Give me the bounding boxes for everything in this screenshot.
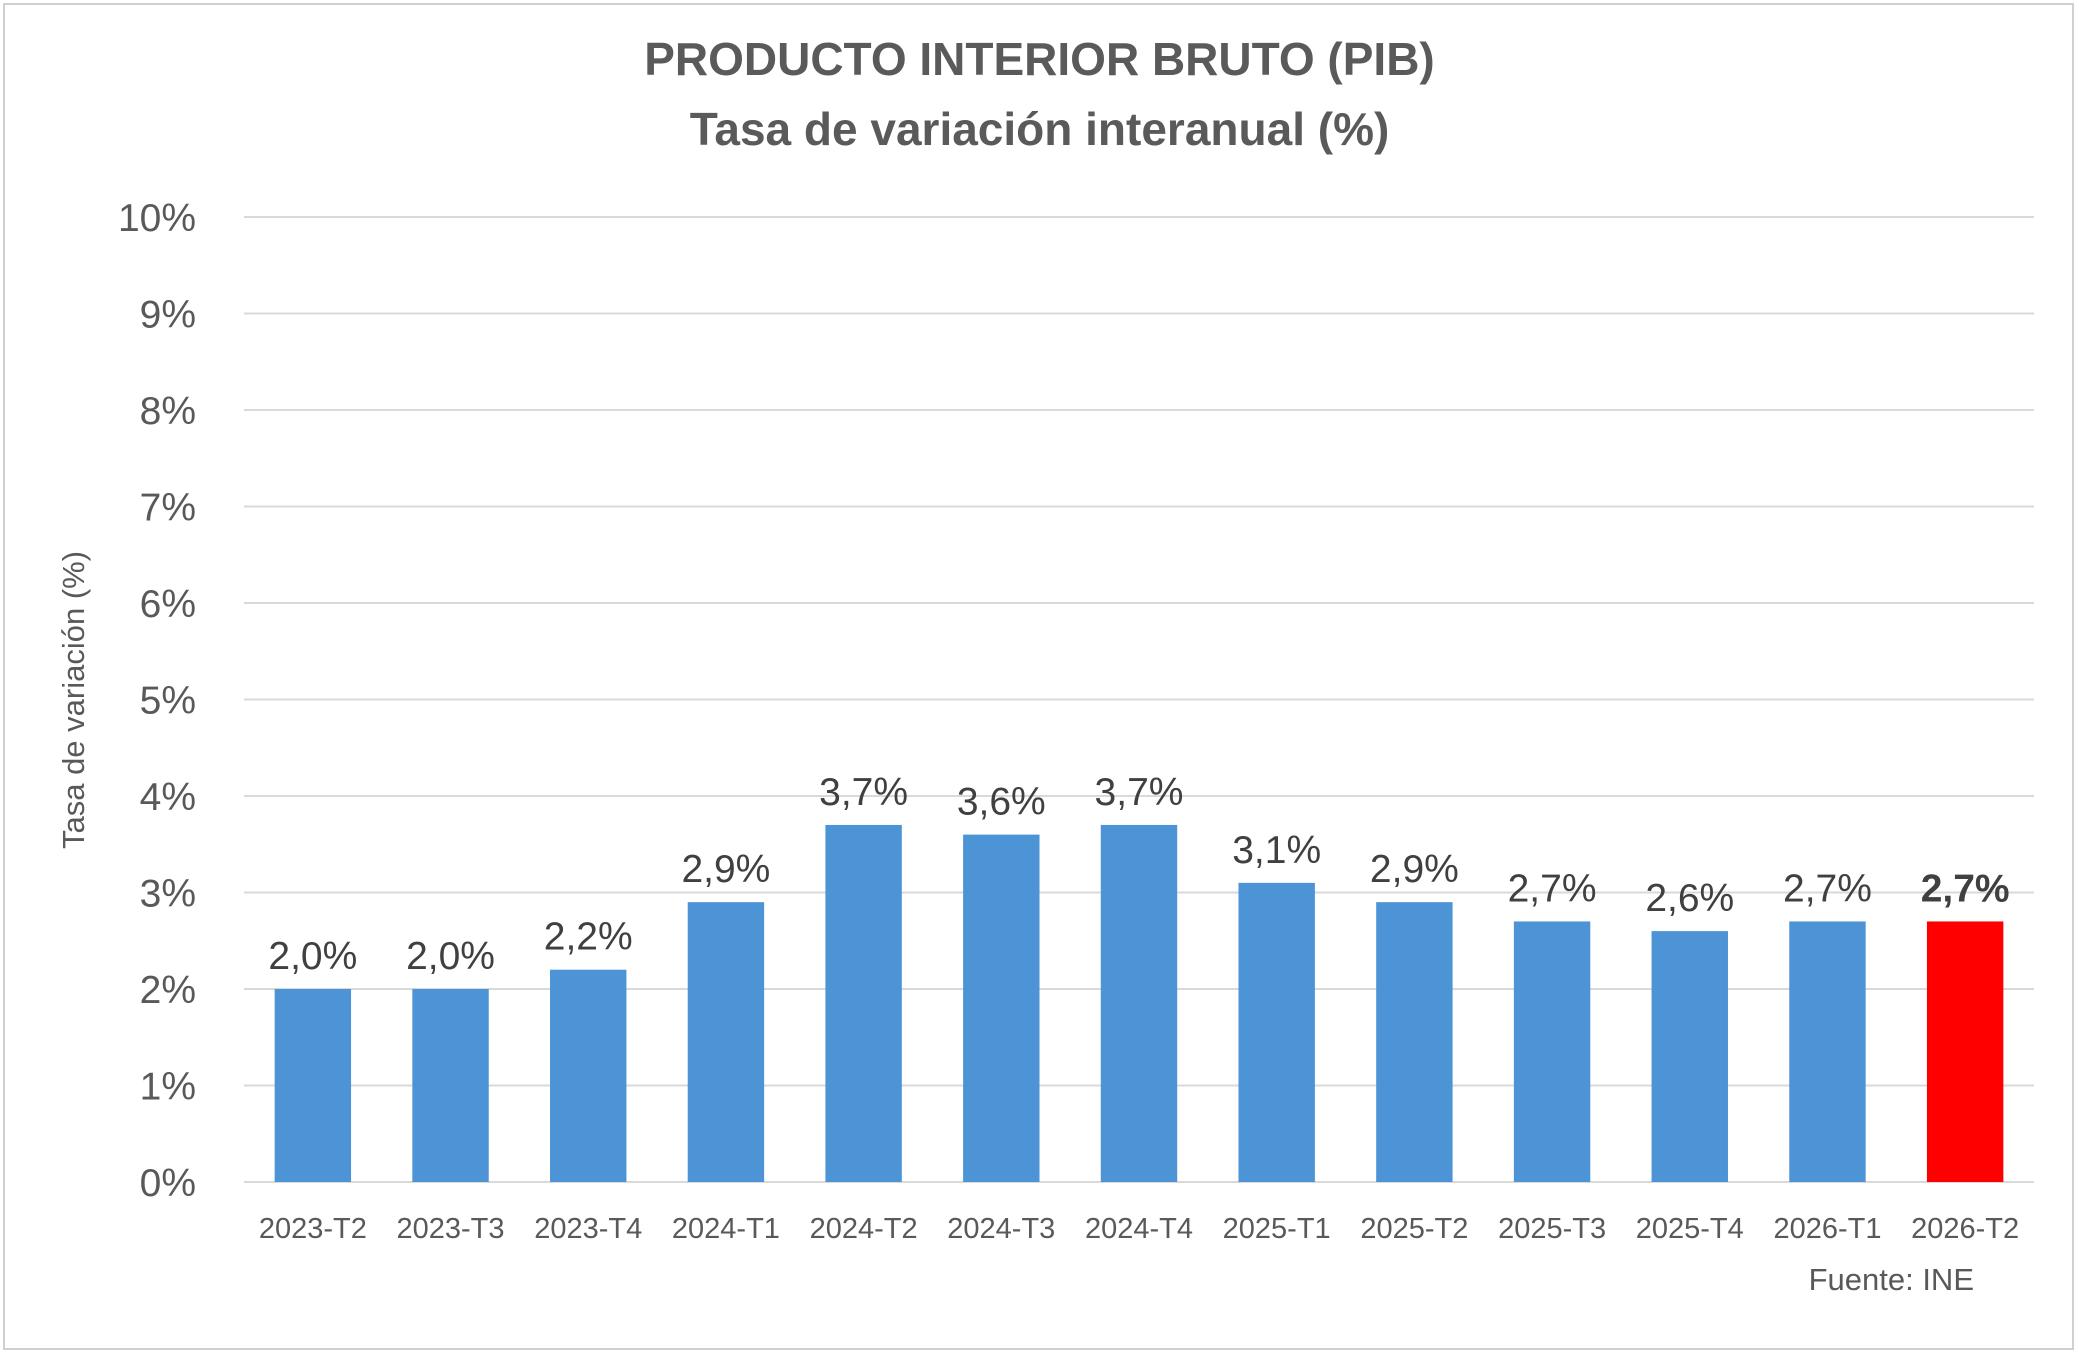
bar-2026-T1 <box>1789 921 1866 1182</box>
data-label-2025-T2: 2,9% <box>1370 848 1459 891</box>
source-note: Fuente: INE <box>1808 1262 1974 1297</box>
bar-2025-T1 <box>1238 882 1315 1182</box>
y-tick-label: 7% <box>140 487 196 530</box>
y-tick-label: 5% <box>140 680 196 723</box>
chart-subtitle: Tasa de variación interanual (%) <box>689 103 1390 155</box>
x-tick-label: 2023-T4 <box>534 1213 642 1245</box>
bar-2023-T4 <box>550 969 627 1182</box>
x-tick-label: 2024-T3 <box>947 1213 1055 1245</box>
x-tick-label: 2025-T3 <box>1498 1213 1606 1245</box>
bar-2026-T2 <box>1926 921 2004 1182</box>
y-tick-label: 1% <box>140 1066 196 1109</box>
y-tick-label: 10% <box>118 197 196 240</box>
bar-2025-T4 <box>1651 931 1728 1182</box>
bar-2023-T2 <box>274 989 352 1182</box>
bar-2024-T1 <box>687 902 765 1182</box>
y-tick-label: 6% <box>140 583 196 626</box>
data-label-2023-T3: 2,0% <box>406 935 495 978</box>
x-tick-label: 2024-T1 <box>672 1213 780 1245</box>
data-label-2023-T4: 2,2% <box>544 916 633 959</box>
x-tick-label: 2026-T1 <box>1773 1213 1881 1245</box>
data-label-2024-T1: 2,9% <box>681 848 770 891</box>
data-label-2026-T2: 2,7% <box>1921 867 2010 910</box>
chart-title: PRODUCTO INTERIOR BRUTO (PIB) <box>644 33 1435 85</box>
data-label-2024-T3: 3,6% <box>957 781 1046 824</box>
x-tick-label: 2023-T2 <box>259 1213 367 1245</box>
bar-2025-T3 <box>1513 921 1591 1182</box>
y-tick-label: 3% <box>140 873 196 916</box>
bar-2023-T3 <box>412 989 489 1182</box>
data-label-2024-T4: 3,7% <box>1095 771 1184 814</box>
y-tick-label: 9% <box>140 294 196 337</box>
y-tick-label: 8% <box>140 390 196 433</box>
x-tick-label: 2025-T4 <box>1636 1213 1744 1245</box>
data-label-2025-T4: 2,6% <box>1645 877 1734 920</box>
data-label-2024-T2: 3,7% <box>819 771 908 814</box>
y-tick-label: 0% <box>140 1162 196 1205</box>
y-tick-label: 2% <box>140 969 196 1012</box>
bar-2025-T2 <box>1376 902 1453 1182</box>
x-tick-label: 2025-T2 <box>1360 1213 1468 1245</box>
x-tick-label: 2023-T3 <box>397 1213 505 1245</box>
x-tick-label: 2024-T2 <box>810 1213 918 1245</box>
x-axis-ticks: 2023-T2 2023-T3 2023-T4 2024-T1 2024-T2 2024-… <box>259 1213 2019 1245</box>
y-axis-ticks: 0% 1% 2% 3% 4% 5% 6% 7% 8% 9% 10% <box>118 197 196 1205</box>
data-label-2023-T2: 2,0% <box>268 935 357 978</box>
bar-2024-T3 <box>963 834 1040 1182</box>
bar-2024-T4 <box>1100 824 1178 1182</box>
x-tick-label: 2024-T4 <box>1085 1213 1193 1245</box>
bar-2024-T2 <box>825 824 902 1182</box>
y-axis-title: Tasa de variación (%) <box>56 551 91 849</box>
data-labels: 2,0% 2,0% 2,2% 2,9% 3,7% 3,6% 3,7% 3,1% 2,9% 2,7%… <box>268 771 2009 978</box>
y-tick-label: 4% <box>140 776 196 819</box>
data-label-2025-T3: 2,7% <box>1508 867 1597 910</box>
data-label-2026-T1: 2,7% <box>1783 867 1872 910</box>
x-tick-label: 2026-T2 <box>1911 1213 2019 1245</box>
data-label-2025-T1: 3,1% <box>1232 829 1321 872</box>
x-tick-label: 2025-T1 <box>1223 1213 1331 1245</box>
bars <box>274 824 2004 1182</box>
